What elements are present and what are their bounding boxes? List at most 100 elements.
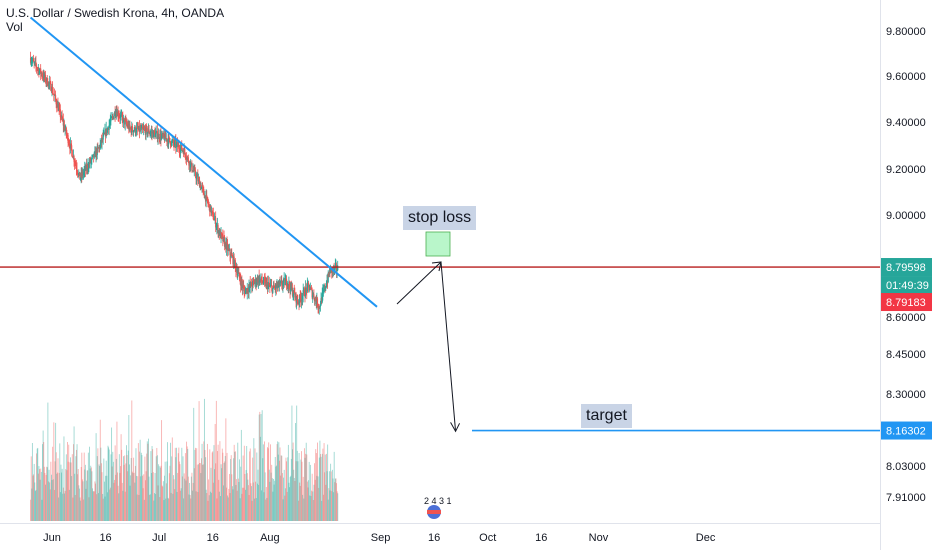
volume-bar <box>182 456 184 521</box>
volume-bar <box>49 482 51 521</box>
volume-bar <box>148 438 149 521</box>
candle-body <box>260 276 263 281</box>
volume-bar <box>242 487 243 521</box>
volume-bar <box>52 479 54 521</box>
volume-bar <box>92 488 93 521</box>
volume-bar <box>31 442 33 521</box>
candle-body <box>313 294 315 299</box>
volume-bar <box>141 455 143 521</box>
candle-body <box>41 75 44 77</box>
projection-down-leg[interactable] <box>440 261 457 432</box>
candle-body <box>255 278 257 285</box>
volume-bar <box>247 479 249 521</box>
candle-body <box>251 280 254 287</box>
candle-body <box>234 260 236 265</box>
candle-body <box>61 115 63 120</box>
candle-body <box>237 273 239 276</box>
volume-bar <box>187 448 189 521</box>
time-tick-label: 16 <box>99 532 111 544</box>
volume-bar <box>206 443 208 521</box>
volume-bar <box>44 472 46 521</box>
volume-bar <box>30 456 32 521</box>
volume-bar <box>86 470 88 521</box>
volume-bar <box>116 421 118 521</box>
candle-body <box>108 125 110 130</box>
candle-body <box>160 135 163 140</box>
candle-body <box>212 212 214 220</box>
volume-bar <box>95 433 97 521</box>
volume-bar <box>199 463 201 521</box>
candle-body <box>185 156 187 159</box>
volume-bar <box>118 493 120 521</box>
descending-trendline[interactable] <box>29 16 378 308</box>
volume-bar <box>100 447 102 521</box>
volume-bar <box>80 466 82 521</box>
volume-bar <box>196 464 198 521</box>
volume-bar <box>68 444 70 521</box>
volume-bar <box>103 481 105 521</box>
projection-up-leg[interactable] <box>396 261 442 305</box>
candle-body <box>126 123 128 125</box>
volume-bar <box>88 497 90 521</box>
volume-bar <box>224 461 226 521</box>
candle-body <box>276 285 278 288</box>
volume-bar <box>336 491 338 521</box>
volume-bar <box>337 493 339 521</box>
volume-bar <box>326 471 328 521</box>
volume-bar <box>155 456 157 521</box>
volume-bar <box>193 468 195 521</box>
volume-bar <box>145 471 147 521</box>
volume-bar <box>147 443 149 521</box>
candle-body <box>321 293 323 303</box>
volume-bar <box>67 461 69 521</box>
volume-bar <box>36 453 38 521</box>
volume-bar <box>77 469 79 521</box>
stop-loss-box[interactable] <box>425 231 451 257</box>
time-tick-label: Jun <box>43 532 61 544</box>
volume-bar <box>230 455 232 521</box>
volume-bar <box>98 493 99 521</box>
candle-body <box>272 288 274 293</box>
candle-body <box>230 254 232 258</box>
candle-body <box>222 237 225 242</box>
candle-body <box>235 264 237 271</box>
volume-bar <box>237 478 239 521</box>
volume-bar <box>73 444 74 521</box>
volume-bar <box>125 463 127 521</box>
candle-body <box>44 74 47 82</box>
candle-body <box>57 107 60 111</box>
volume-bar <box>58 497 60 521</box>
candle-body <box>76 171 79 174</box>
volume-bar <box>305 453 307 521</box>
volume-bar <box>134 482 136 521</box>
volume-bar <box>294 481 296 521</box>
volume-bar <box>165 498 167 521</box>
volume-bar <box>295 423 296 521</box>
volume-bar <box>57 458 59 521</box>
volume-bar <box>64 490 66 521</box>
volume-bar <box>325 484 327 521</box>
candle-body <box>66 133 68 136</box>
volume-bar <box>151 472 152 521</box>
candle-body <box>215 217 217 228</box>
volume-bar <box>334 478 336 521</box>
volume-bar <box>245 470 247 521</box>
volume-bar <box>143 499 145 521</box>
volume-bar <box>149 494 151 521</box>
volume-bar <box>249 451 251 521</box>
candle-body <box>254 281 256 284</box>
volume-bar <box>329 490 331 521</box>
candle-body <box>262 282 264 284</box>
volume-bar <box>110 454 112 521</box>
volume-bar <box>160 465 162 521</box>
volume-bar <box>259 411 261 521</box>
volume-bar <box>292 449 293 521</box>
candle-body <box>212 210 214 213</box>
volume-bar <box>159 497 161 521</box>
candle-body <box>59 109 61 117</box>
candle-body <box>170 144 172 146</box>
volume-bar <box>87 470 89 521</box>
volume-bar <box>121 482 123 521</box>
